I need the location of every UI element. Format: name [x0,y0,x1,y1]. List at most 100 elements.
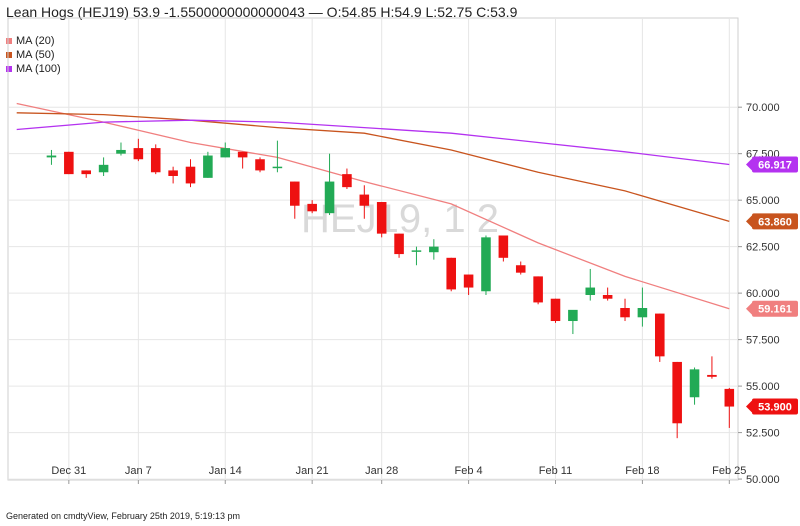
axes: 50.000 52.500 55.000 57.500 60.000 62.500 65.0… [51,102,779,486]
ma-line-1 [16,112,730,223]
generated-footer: Generated on cmdtyView, February 25th 20… [6,511,240,521]
x-tick-label: Feb 4 [455,465,483,477]
candle [203,151,213,178]
x-tick-label: Jan 21 [296,465,329,477]
candle-body [272,166,283,169]
ma-line-2 [16,119,730,166]
candle [81,170,91,178]
candle [376,202,387,238]
y-tick-label: 55.000 [746,381,780,393]
candle-body [620,308,630,318]
x-tick-label: Jan 28 [365,465,398,477]
x-tick-label: Jan 7 [125,465,152,477]
candle-body [46,155,57,158]
ma-price-tag-2-text: 66.917 [758,160,792,172]
candle-body [672,361,682,424]
candle [637,287,648,327]
plot-frame [7,17,739,481]
legend: MA (20) MA (50) MA (100) [6,34,61,76]
candle-body [98,164,109,173]
legend-item-ma20[interactable]: MA (20) [6,34,61,48]
candle [707,356,717,379]
candle-body [394,233,404,255]
candle-body [463,274,474,288]
candle-body [150,148,161,173]
candle [655,313,665,362]
candle-body [290,181,300,206]
ma-price-tag-0-pointer [746,302,752,315]
legend-label-ma100: MA (100) [16,63,61,75]
x-tick-label: Feb 11 [539,465,572,477]
y-tick-label: 60.000 [746,288,780,300]
moving-average-lines [16,102,730,310]
candle [550,298,561,323]
candle [585,268,596,301]
legend-item-ma50[interactable]: MA (50) [6,48,61,62]
candle-body [376,202,387,234]
ma-price-tag-2-pointer [746,158,752,171]
legend-label-ma50: MA (50) [16,49,55,61]
candle [446,257,456,292]
candle-body [689,369,700,398]
candle [463,274,474,295]
candle-body [655,313,665,357]
x-tick-label: Feb 18 [625,465,659,477]
candle [411,246,422,266]
candle [533,276,543,305]
candle [481,235,491,295]
candle-body [446,257,456,290]
candle [185,159,196,188]
candle-body [203,155,213,178]
candle [237,151,248,169]
candle-body [481,237,491,292]
x-tick-label: Dec 31 [51,465,86,477]
candle [220,142,231,158]
ma-price-tag-0: 59.161 [746,300,798,317]
candle [359,185,370,219]
candle [342,168,352,190]
candle-body [498,235,509,258]
candle-body [533,276,543,303]
candle-body [359,194,370,206]
ma-price-tag-2-bg [752,156,798,173]
y-tick-label: 62.500 [746,242,780,254]
legend-item-ma100[interactable]: MA (100) [6,62,61,76]
candle-body [255,159,265,171]
candle [620,298,630,322]
y-tick-label: 52.500 [746,428,780,440]
candle-body [707,374,717,377]
candle-body [568,309,578,322]
candle [568,309,578,335]
candle [116,142,126,156]
y-tick-label: 65.000 [746,195,780,207]
candle-body [324,181,335,214]
ma-price-tag-2: 66.917 [746,156,798,173]
candle [394,233,404,258]
candle [307,200,317,214]
candle-body [724,388,735,407]
candle-body [429,246,439,253]
y-tick-label: 70.000 [746,102,780,114]
y-tick-label: 50.000 [746,474,780,486]
legend-swatch-ma100 [6,66,12,72]
candle-body [133,148,144,160]
grid-lines [7,17,739,481]
ma-price-tag-1: 63.860 [746,213,798,230]
ma-price-tag-1-text: 63.860 [758,216,792,228]
candle-body [411,250,422,252]
candle [515,261,526,275]
ma-price-tag-1-pointer [746,215,752,228]
candle [290,181,300,219]
ma-price-tag-1-bg [752,213,798,230]
candle [429,239,439,260]
candle-body [307,203,317,212]
candle-body [515,265,526,273]
ma-price-tag-0-bg [752,300,798,317]
candle-body [220,148,231,158]
price-tags: 59.161 63.860 66.917 53.900 [746,156,798,415]
y-tick-label: 57.500 [746,335,780,347]
candle [98,157,109,176]
candle-body [550,298,561,322]
